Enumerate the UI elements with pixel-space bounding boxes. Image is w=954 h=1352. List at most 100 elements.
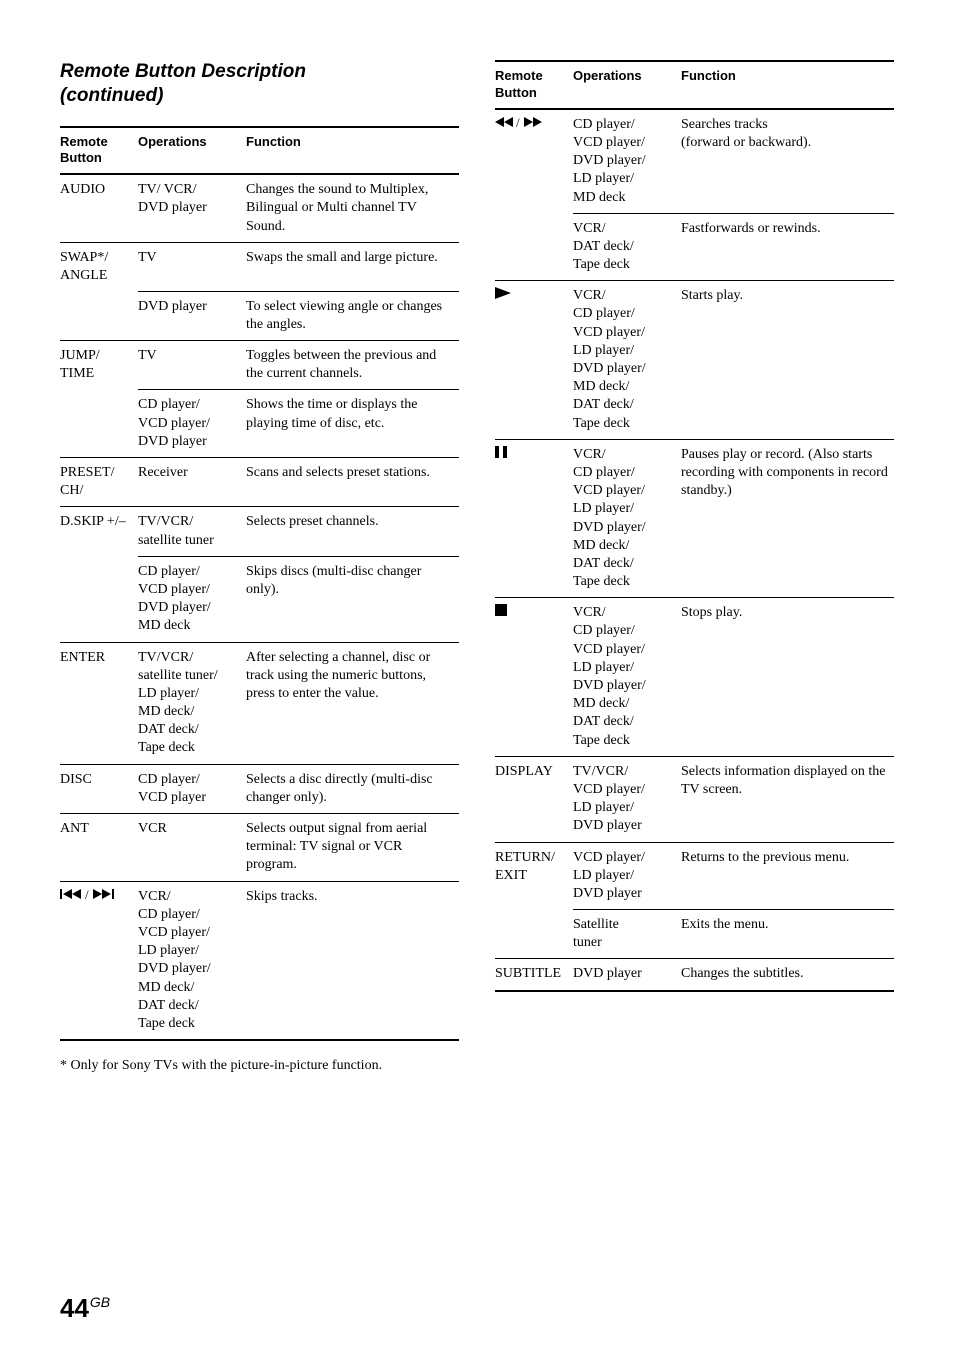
table-row: VCR/DAT deck/Tape deckFastforwards or re…	[495, 213, 894, 281]
play-icon	[495, 287, 567, 299]
remote-button-cell: RETURN/EXIT	[495, 842, 573, 910]
svg-text:/: /	[85, 888, 89, 900]
remote-button-cell: AUDIO	[60, 174, 138, 242]
table-row: / VCR/CD player/VCD player/LD player/DVD …	[60, 881, 459, 1040]
function-cell: Searches tracks(forward or backward).	[681, 109, 894, 213]
function-cell: Selects preset channels.	[246, 507, 459, 556]
remote-button-cell	[495, 439, 573, 598]
remote-button-cell	[60, 390, 138, 458]
table-row: VCR/CD player/VCD player/LD player/DVD p…	[495, 439, 894, 598]
remote-button-cell	[495, 281, 573, 440]
remote-button-cell: ANT	[60, 814, 138, 882]
title-line-2: (continued)	[60, 85, 163, 106]
remote-button-cell: /	[495, 109, 573, 213]
function-cell: Changes the subtitles.	[681, 959, 894, 991]
remote-button-cell	[60, 556, 138, 642]
table-row: D.SKIP +/–TV/VCR/satellite tunerSelects …	[60, 507, 459, 556]
remote-button-cell: /	[60, 881, 138, 1040]
remote-button-cell: DISPLAY	[495, 756, 573, 842]
table-row: VCR/CD player/VCD player/LD player/DVD p…	[495, 281, 894, 440]
remote-button-cell: SWAP*/ANGLE	[60, 242, 138, 291]
svg-text:/: /	[516, 116, 520, 128]
operations-cell: CD player/VCD player/DVD player	[138, 390, 246, 458]
operations-cell: DVD player	[573, 959, 681, 991]
operations-cell: TV	[138, 242, 246, 291]
remote-button-cell: ENTER	[60, 642, 138, 764]
table-row: SUBTITLEDVD playerChanges the subtitles.	[495, 959, 894, 991]
function-cell: Changes the sound to Multiplex, Bilingua…	[246, 174, 459, 242]
operations-cell: VCR/CD player/VCD player/LD player/DVD p…	[573, 598, 681, 757]
remote-button-cell	[60, 291, 138, 340]
operations-cell: TV/VCR/VCD player/LD player/DVD player	[573, 756, 681, 842]
remote-button-table-right: Remote Button Operations Function / CD pl…	[495, 60, 894, 992]
table-row: CD player/VCD player/DVD playerShows the…	[60, 390, 459, 458]
operations-cell: CD player/VCD player/DVD player/MD deck	[138, 556, 246, 642]
table-row: AUDIOTV/ VCR/DVD playerChanges the sound…	[60, 174, 459, 242]
table-row: ENTERTV/VCR/satellite tuner/LD player/MD…	[60, 642, 459, 764]
prev-next-icon: /	[60, 888, 132, 900]
operations-cell: TV	[138, 341, 246, 390]
function-cell: Toggles between the previous and the cur…	[246, 341, 459, 390]
operations-cell: VCR/CD player/VCD player/LD player/DVD p…	[573, 439, 681, 598]
col-header-function: Function	[246, 127, 459, 175]
function-cell: Returns to the previous menu.	[681, 842, 894, 910]
pause-icon	[495, 446, 567, 458]
operations-cell: VCR	[138, 814, 246, 882]
section-title: Remote Button Description (continued)	[60, 60, 459, 108]
remote-button-cell	[495, 598, 573, 757]
operations-cell: Receiver	[138, 458, 246, 507]
remote-button-table-left: Remote Button Operations Function AUDIOT…	[60, 126, 459, 1042]
right-column: Remote Button Operations Function / CD pl…	[495, 60, 894, 1076]
table-row: / CD player/VCD player/DVD player/LD play…	[495, 109, 894, 213]
operations-cell: CD player/VCD player	[138, 764, 246, 813]
col-header-remote-button: Remote Button	[495, 61, 573, 109]
table-row: ANTVCRSelects output signal from aerial …	[60, 814, 459, 882]
table-row: SatellitetunerExits the menu.	[495, 910, 894, 959]
remote-button-cell: DISC	[60, 764, 138, 813]
function-cell: To select viewing angle or changes the a…	[246, 291, 459, 340]
col-header-remote-button: Remote Button	[60, 127, 138, 175]
function-cell: Selects a disc directly (multi-disc chan…	[246, 764, 459, 813]
table-row: RETURN/EXITVCD player/LD player/DVD play…	[495, 842, 894, 910]
operations-cell: VCD player/LD player/DVD player	[573, 842, 681, 910]
stop-icon	[495, 604, 567, 616]
function-cell: Stops play.	[681, 598, 894, 757]
remote-button-cell	[495, 910, 573, 959]
table-row: JUMP/TIMETVToggles between the previous …	[60, 341, 459, 390]
function-cell: Exits the menu.	[681, 910, 894, 959]
table-row: DISPLAYTV/VCR/VCD player/LD player/DVD p…	[495, 756, 894, 842]
operations-cell: CD player/VCD player/DVD player/LD playe…	[573, 109, 681, 213]
function-cell: Pauses play or record. (Also starts reco…	[681, 439, 894, 598]
remote-button-cell: SUBTITLE	[495, 959, 573, 991]
function-cell: Starts play.	[681, 281, 894, 440]
operations-cell: VCR/CD player/VCD player/LD player/DVD p…	[138, 881, 246, 1040]
operations-cell: TV/ VCR/DVD player	[138, 174, 246, 242]
operations-cell: VCR/DAT deck/Tape deck	[573, 213, 681, 281]
two-column-layout: Remote Button Description (continued) Re…	[60, 60, 894, 1076]
function-cell: Skips tracks.	[246, 881, 459, 1040]
function-cell: Shows the time or displays the playing t…	[246, 390, 459, 458]
left-column: Remote Button Description (continued) Re…	[60, 60, 459, 1076]
rew-ff-icon: /	[495, 116, 567, 128]
function-cell: After selecting a channel, disc or track…	[246, 642, 459, 764]
col-header-operations: Operations	[573, 61, 681, 109]
function-cell: Skips discs (multi-disc changer only).	[246, 556, 459, 642]
function-cell: Swaps the small and large picture.	[246, 242, 459, 291]
page-suffix: GB	[90, 1294, 110, 1310]
function-cell: Fastforwards or rewinds.	[681, 213, 894, 281]
operations-cell: Satellitetuner	[573, 910, 681, 959]
table-row: DISCCD player/VCD playerSelects a disc d…	[60, 764, 459, 813]
function-cell: Scans and selects preset stations.	[246, 458, 459, 507]
col-header-function: Function	[681, 61, 894, 109]
remote-button-cell: JUMP/TIME	[60, 341, 138, 390]
page-number: 44	[60, 1293, 89, 1323]
table-row: DVD playerTo select viewing angle or cha…	[60, 291, 459, 340]
footnote: * Only for Sony TVs with the picture-in-…	[60, 1057, 459, 1076]
table-row: PRESET/CH/ReceiverScans and selects pres…	[60, 458, 459, 507]
operations-cell: TV/VCR/satellite tuner	[138, 507, 246, 556]
remote-button-cell: PRESET/CH/	[60, 458, 138, 507]
function-cell: Selects output signal from aerial termin…	[246, 814, 459, 882]
table-row: VCR/CD player/VCD player/LD player/DVD p…	[495, 598, 894, 757]
remote-button-cell: D.SKIP +/–	[60, 507, 138, 556]
function-cell: Selects information displayed on the TV …	[681, 756, 894, 842]
